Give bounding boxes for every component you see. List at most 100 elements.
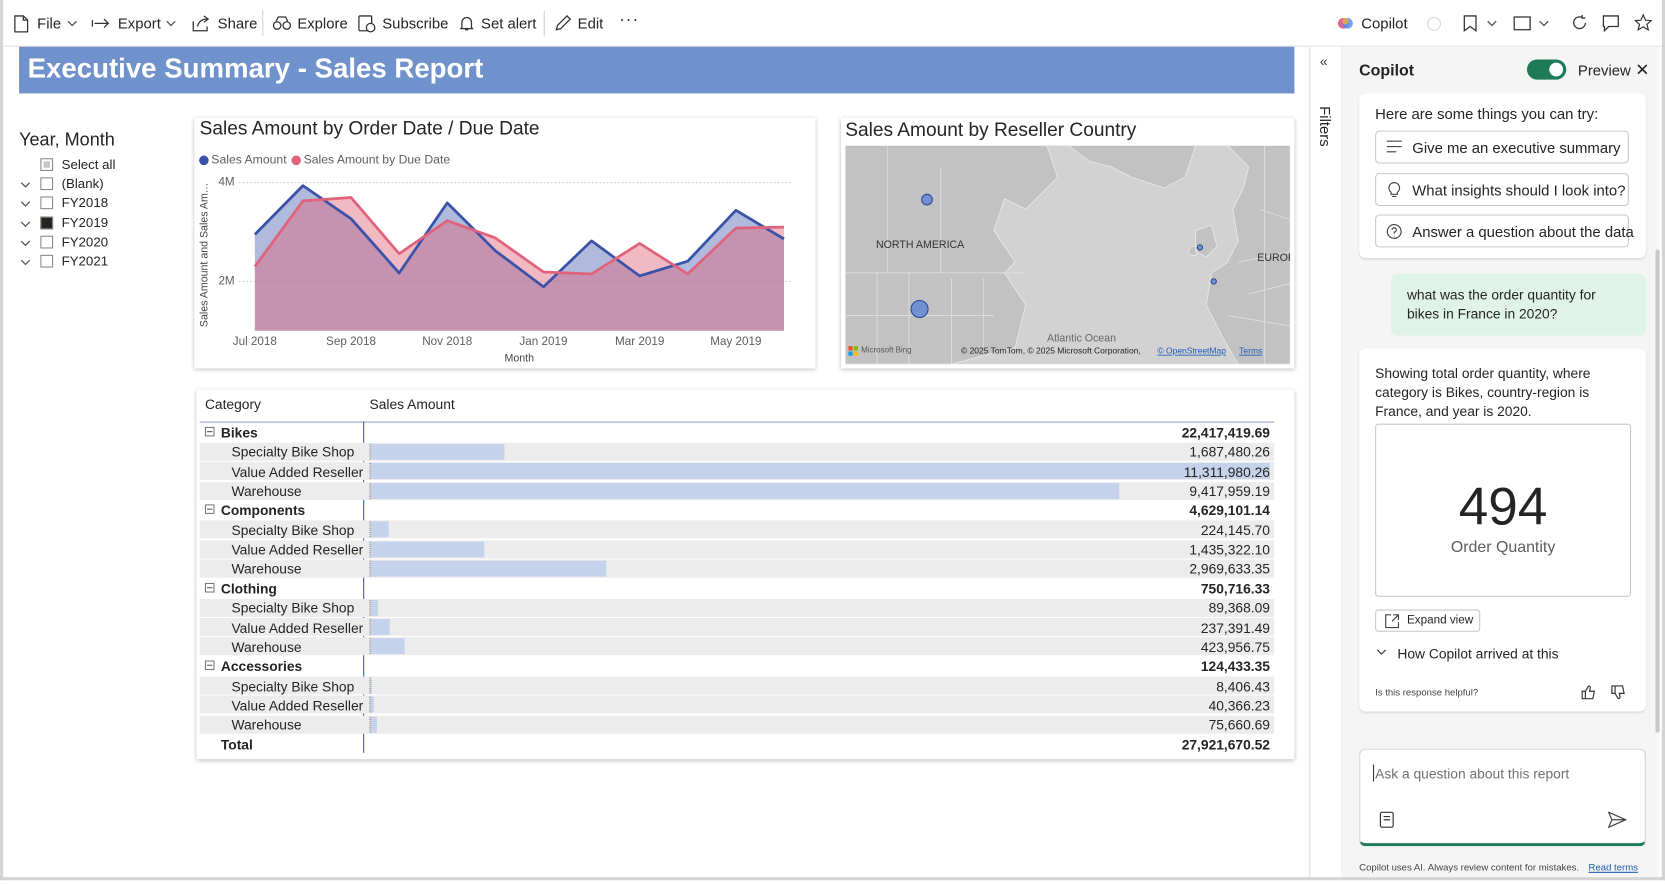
terms-link[interactable]: Terms: [1239, 346, 1262, 356]
suggestion-button[interactable]: Answer a question about the data: [1375, 214, 1634, 248]
map-bubble[interactable]: [921, 193, 933, 206]
copilot-title: Copilot: [1359, 61, 1415, 80]
slicer-checkbox[interactable]: [40, 254, 54, 268]
row-value: 11,311,980.26: [1183, 463, 1270, 480]
filters-label[interactable]: Filters: [1316, 106, 1334, 147]
kpi-value: 494: [1458, 476, 1548, 537]
x-tick-label: Jul 2018: [233, 335, 277, 348]
map-label: EUROPE: [1257, 252, 1290, 264]
bar-axis: [369, 560, 371, 577]
share-button[interactable]: Share: [217, 14, 258, 32]
result-card: [1375, 423, 1632, 597]
expand-chevron[interactable]: [20, 182, 31, 189]
map-bubble[interactable]: [1210, 278, 1217, 285]
expand-icon: [1385, 614, 1400, 629]
explore-icon: [272, 16, 291, 30]
slicer-checkbox[interactable]: [40, 158, 54, 171]
collapse-toggle[interactable]: [204, 582, 215, 593]
set-alert-button[interactable]: Set alert: [481, 14, 537, 32]
export-menu[interactable]: Export: [117, 14, 161, 32]
group-value: 4,629,101.14: [1189, 502, 1270, 519]
expand-chevron[interactable]: [20, 240, 31, 247]
scrollbar[interactable]: [1655, 249, 1660, 733]
collapse-icon[interactable]: «: [1319, 53, 1328, 70]
expand-chevron[interactable]: [20, 201, 31, 208]
file-menu[interactable]: File: [37, 14, 62, 32]
data-bar: [370, 521, 389, 538]
send-button[interactable]: [1607, 811, 1627, 829]
refresh-dim: [1427, 16, 1442, 31]
slicer-checkbox[interactable]: [40, 216, 54, 229]
thumbs-down[interactable]: [1611, 685, 1626, 700]
collapse-toggle[interactable]: [204, 660, 215, 671]
slicer-checkbox[interactable]: [40, 235, 54, 249]
suggestion-button[interactable]: Give me an executive summary: [1375, 130, 1629, 164]
legend-marker: [291, 155, 301, 166]
row-label: Warehouse: [231, 561, 302, 578]
map-bubble[interactable]: [910, 299, 929, 319]
row-value: 423,956.75: [1200, 639, 1270, 656]
expand-view-button[interactable]: [1375, 609, 1481, 632]
close-button[interactable]: ✕: [1635, 61, 1650, 80]
collapse-minus: [207, 586, 213, 589]
data-bar: [370, 541, 485, 558]
slicer-item[interactable]: FY2020: [61, 234, 109, 250]
group-value: 124,433.35: [1200, 658, 1270, 675]
question-input[interactable]: [1359, 748, 1646, 847]
row-value: 40,366.23: [1208, 697, 1270, 714]
slicer-item[interactable]: (Blank): [61, 176, 104, 192]
question-icon: [1386, 223, 1402, 239]
expand-chevron[interactable]: [20, 220, 31, 227]
row-label: Value Added Reseller: [231, 463, 364, 480]
slicer-item[interactable]: FY2021: [61, 253, 109, 269]
expand-chevron[interactable]: [20, 259, 31, 266]
total-value: 27,921,670.52: [1181, 736, 1270, 753]
collapse-toggle[interactable]: [204, 504, 215, 515]
favorite-icon[interactable]: [1634, 13, 1653, 32]
read-terms-link[interactable]: Read terms: [1588, 862, 1638, 873]
bar-axis: [369, 482, 371, 499]
title-banner: [19, 46, 1295, 94]
preview-toggle[interactable]: [1526, 59, 1567, 80]
reload-icon[interactable]: [1572, 14, 1588, 31]
map-bubble[interactable]: [1196, 244, 1204, 251]
comment-icon[interactable]: [1602, 15, 1619, 32]
chevron: [166, 20, 176, 27]
data-bar: [370, 677, 372, 694]
explore-button[interactable]: Explore: [297, 14, 348, 32]
group-label: Bikes: [220, 424, 258, 441]
collapse-minus: [207, 664, 213, 666]
subscribe-button[interactable]: Subscribe: [382, 14, 449, 32]
y-tick-label: 2M: [218, 274, 234, 287]
user-message: what was the order quantity for bikes in…: [1391, 273, 1646, 336]
chevron: [1376, 649, 1387, 656]
edit-button[interactable]: Edit: [577, 14, 604, 32]
bookmark-icon[interactable]: [1463, 15, 1477, 32]
collapse-toggle[interactable]: [204, 426, 215, 437]
row-value: 9,417,959.19: [1189, 483, 1270, 500]
osm-link[interactable]: © OpenStreetMap: [1157, 346, 1226, 356]
slicer-item[interactable]: FY2018: [61, 195, 109, 211]
slicer-checkbox[interactable]: [40, 177, 54, 191]
suggestion-button[interactable]: What insights should I look into?: [1375, 173, 1629, 207]
how-copilot-link[interactable]: How Copilot arrived at this: [1397, 645, 1559, 662]
slicer-checkbox[interactable]: [40, 196, 54, 210]
header-underline: [199, 421, 1275, 423]
slicer-item[interactable]: FY2019: [61, 215, 109, 230]
alert-icon: [459, 16, 474, 31]
view-icon[interactable]: [1513, 16, 1531, 31]
thumbs-up[interactable]: [1581, 685, 1596, 700]
slicer-item[interactable]: Select all: [61, 157, 116, 173]
prompt-guide-icon[interactable]: [1379, 811, 1394, 828]
input-caret: [1372, 764, 1375, 782]
x-tick-label: Sep 2018: [326, 335, 376, 348]
bing-logo: [848, 351, 853, 356]
more-button[interactable]: ···: [619, 10, 640, 29]
row-background: [199, 520, 1275, 539]
copilot-button[interactable]: Copilot: [1361, 14, 1408, 32]
bar-axis: [369, 619, 371, 635]
disclaimer: Copilot uses AI. Always review content f…: [1359, 862, 1580, 873]
map[interactable]: NORTH AMERICA EUROPE Atlantic Ocean Micr…: [845, 145, 1291, 365]
